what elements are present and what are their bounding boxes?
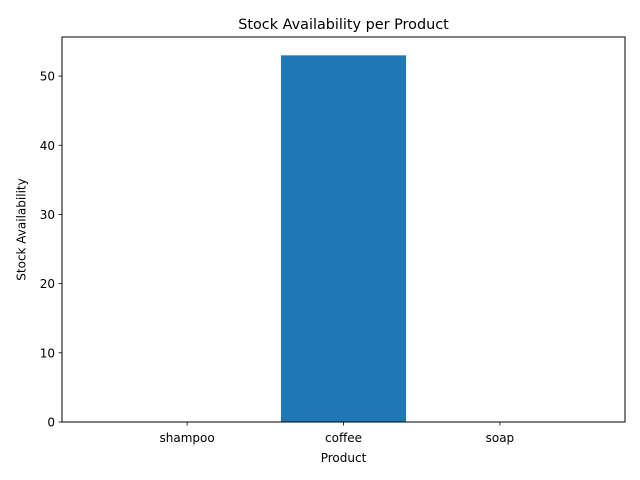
y-tick-label: 0 bbox=[47, 416, 55, 430]
bars-group bbox=[280, 55, 407, 422]
y-tick-label: 40 bbox=[40, 139, 55, 153]
x-tick-label: shampoo bbox=[160, 431, 215, 445]
x-axis-label: Product bbox=[321, 451, 367, 465]
y-axis-ticks: 0 10 20 30 40 50 bbox=[40, 70, 62, 430]
bar-coffee bbox=[280, 55, 407, 422]
x-axis-ticks: shampoo coffee soap bbox=[160, 422, 515, 445]
y-tick-label: 10 bbox=[40, 346, 55, 360]
chart-title: Stock Availability per Product bbox=[238, 17, 449, 33]
x-tick-label: soap bbox=[486, 431, 515, 445]
y-tick-label: 50 bbox=[40, 70, 55, 84]
x-tick-label: coffee bbox=[325, 431, 362, 445]
y-axis-label: Stock Availability bbox=[15, 178, 29, 280]
y-tick-label: 20 bbox=[40, 277, 55, 291]
plot-frame bbox=[61, 36, 626, 423]
y-tick-label: 30 bbox=[40, 208, 55, 222]
